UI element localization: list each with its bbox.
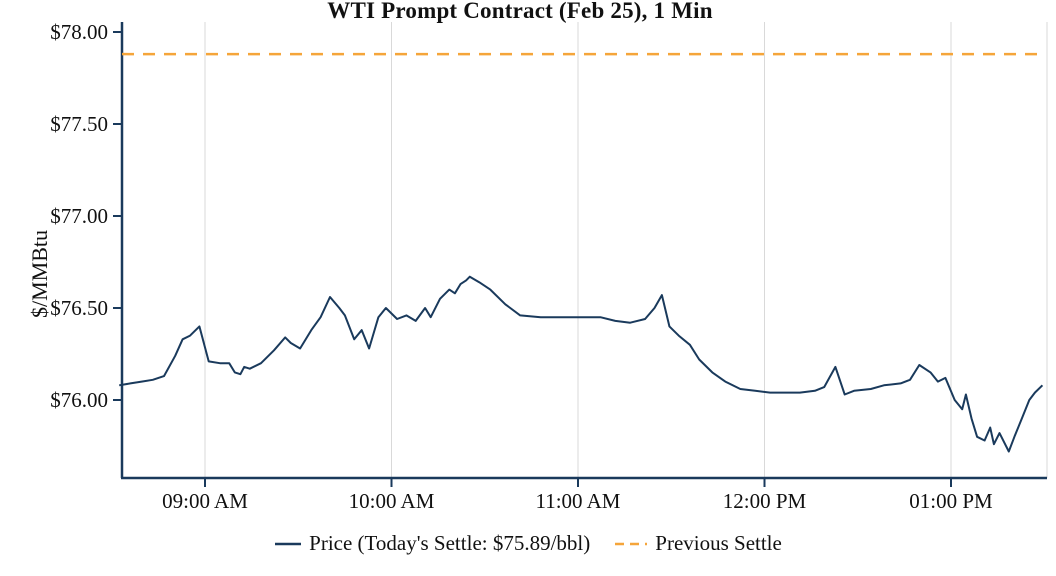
y-tick-label: $76.00	[50, 388, 108, 412]
chart-legend: Price (Today's Settle: $75.89/bbl) Previ…	[0, 531, 1056, 556]
previous-settle-swatch-icon	[615, 542, 648, 545]
price-line-swatch-icon	[275, 542, 302, 545]
y-tick-label: $78.00	[50, 20, 108, 44]
x-tick-label: 01:00 PM	[909, 489, 993, 513]
legend-previous-settle-label: Previous Settle	[655, 531, 782, 555]
x-tick-label: 11:00 AM	[536, 489, 621, 513]
y-tick-label: $77.50	[50, 112, 108, 136]
y-tick-label: $76.50	[50, 296, 108, 320]
chart-title: WTI Prompt Contract (Feb 25), 1 Min	[327, 0, 713, 23]
x-tick-label: 12:00 PM	[723, 489, 807, 513]
x-tick-label: 09:00 AM	[162, 489, 248, 513]
legend-price-label: Price (Today's Settle: $75.89/bbl)	[309, 531, 591, 555]
legend-item-price: Price (Today's Settle: $75.89/bbl)	[274, 531, 590, 556]
price-line	[119, 275, 1044, 453]
x-tick-label: 10:00 AM	[349, 489, 435, 513]
legend-item-previous-settle: Previous Settle	[614, 531, 782, 556]
y-tick-label: $77.00	[50, 204, 108, 228]
